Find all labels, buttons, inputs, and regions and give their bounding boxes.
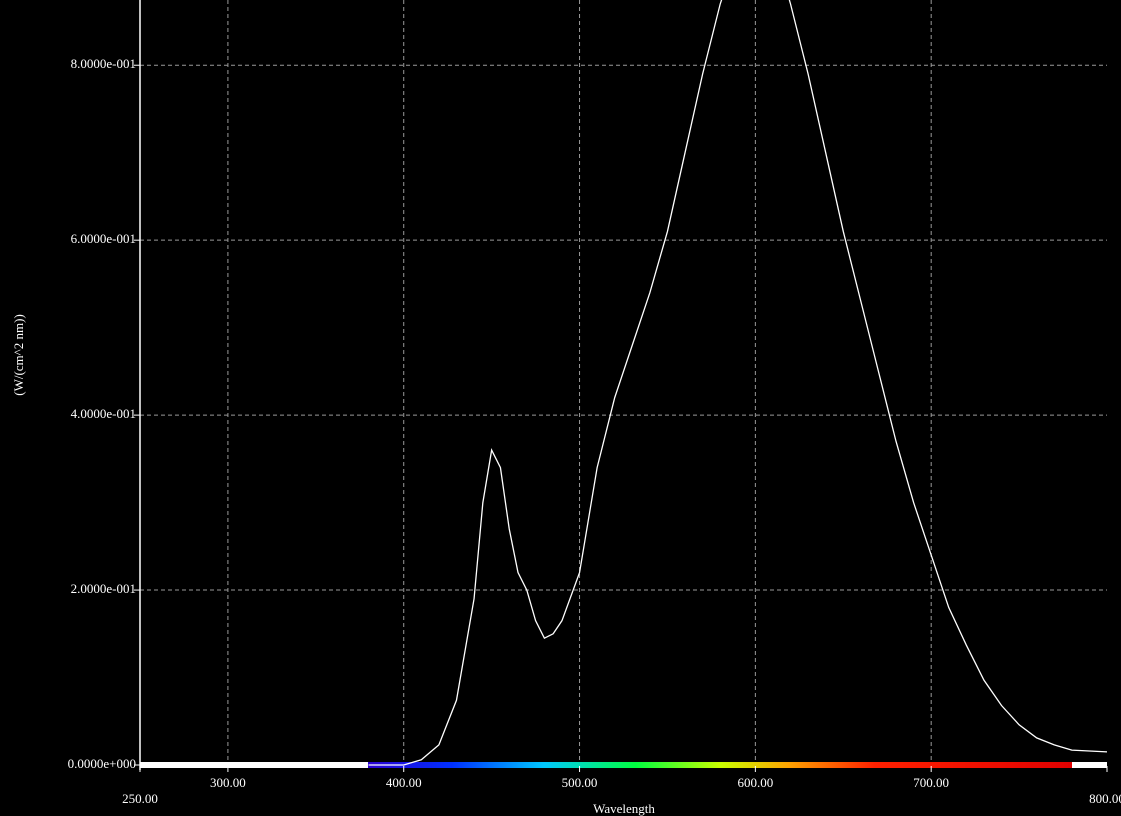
bar-rainbow xyxy=(368,762,1072,768)
y-tick-label: 2.0000e-001 xyxy=(71,581,136,596)
x-tick-label: 500.00 xyxy=(562,775,598,790)
x-tick-label: 600.00 xyxy=(737,775,773,790)
y-tick-label: 8.0000e-001 xyxy=(71,56,136,71)
x-tick-label: 300.00 xyxy=(210,775,246,790)
x-tick-label: 400.00 xyxy=(386,775,422,790)
x-tick-label: 250.00 xyxy=(122,791,158,806)
spectrum-line xyxy=(368,0,1108,766)
y-axis-label: (W/(cm^2 nm)) xyxy=(11,314,26,396)
x-axis-label: Wavelength xyxy=(593,801,655,816)
y-tick-label: 4.0000e-001 xyxy=(71,406,136,421)
grid xyxy=(140,0,1107,765)
x-tick-label: 800.00 xyxy=(1089,791,1121,806)
x-tick-label: 700.00 xyxy=(913,775,949,790)
spectrum-bar xyxy=(140,762,1107,768)
y-tick-label: 6.0000e-001 xyxy=(71,231,136,246)
y-tick-label: 0.0000e+000 xyxy=(68,756,136,771)
